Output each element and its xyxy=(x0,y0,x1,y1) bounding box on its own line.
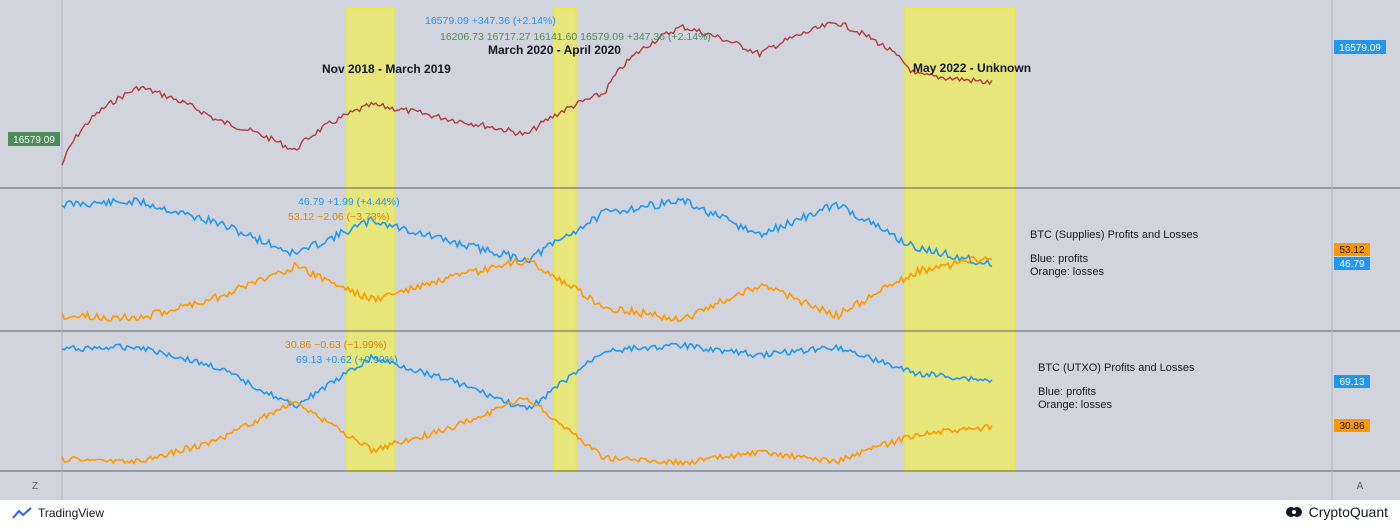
supplies-losses-series xyxy=(61,255,993,322)
cryptoquant-brand[interactable]: CryptoQuant xyxy=(1285,504,1388,520)
period-label-2: March 2020 - April 2020 xyxy=(488,43,621,57)
price-badge-right-text: 16579.09 xyxy=(1339,43,1381,54)
supplies-profits-readout: 46.79 +1.99 (+4.44%) xyxy=(298,196,400,208)
btc-price-series xyxy=(61,21,993,166)
period-label-1: Nov 2018 - March 2019 xyxy=(322,62,451,76)
footer: TradingView CryptoQuant xyxy=(0,500,1400,529)
supplies-losses-readout: 53.12 −2.06 (−3.73%) xyxy=(288,211,390,223)
utxo-losses-badge: 30.86 xyxy=(1334,419,1370,432)
price-badge-left: 16579.09 xyxy=(8,132,60,146)
supplies-annotation-title: BTC (Supplies) Profits and Losses xyxy=(1030,229,1199,241)
chart-background xyxy=(0,0,1400,500)
supplies-annotation-orange: Orange: losses xyxy=(1030,266,1104,278)
price-readout-line1: 16579.09 +347.36 (+2.14%) xyxy=(425,15,556,27)
supplies-profits-series xyxy=(61,197,993,268)
tradingview-label: TradingView xyxy=(38,506,105,520)
period-highlight-2 xyxy=(553,7,577,471)
auto-scale-toggle[interactable]: A xyxy=(1357,481,1364,492)
supplies-losses-badge-text: 53.12 xyxy=(1339,245,1364,256)
price-readout-line2: 16206.73 16717.27 16141.60 16579.09 +347… xyxy=(440,31,711,43)
cryptoquant-logo-icon xyxy=(1285,507,1302,517)
utxo-profits-badge-text: 69.13 xyxy=(1339,377,1364,388)
chart-area[interactable]: 16579.09 +347.36 (+2.14%) 16206.73 16717… xyxy=(0,0,1400,500)
supplies-profits-badge: 46.79 xyxy=(1334,257,1370,270)
supplies-profits-badge-text: 46.79 xyxy=(1339,259,1364,270)
tradingview-logo-icon xyxy=(12,507,32,519)
utxo-profits-badge: 69.13 xyxy=(1334,375,1370,388)
utxo-profits-series xyxy=(61,341,993,411)
period-label-3: May 2022 - Unknown xyxy=(913,61,1031,75)
utxo-annotation-title: BTC (UTXO) Profits and Losses xyxy=(1038,362,1195,374)
supplies-losses-badge: 53.12 xyxy=(1334,243,1370,256)
period-highlight-1 xyxy=(346,7,395,471)
cryptoquant-label: CryptoQuant xyxy=(1308,504,1388,520)
tradingview-brand[interactable]: TradingView xyxy=(12,506,104,520)
supplies-annotation-blue: Blue: profits xyxy=(1030,253,1089,265)
utxo-annotation-blue: Blue: profits xyxy=(1038,386,1097,398)
period-highlight-3 xyxy=(904,7,1016,471)
utxo-annotation-orange: Orange: losses xyxy=(1038,399,1112,411)
log-scale-toggle[interactable]: Z xyxy=(32,481,38,492)
utxo-losses-series xyxy=(61,396,993,466)
price-badge-left-text: 16579.09 xyxy=(13,135,55,146)
utxo-losses-readout: 30.86 −0.63 (−1.99%) xyxy=(285,339,387,351)
utxo-losses-badge-text: 30.86 xyxy=(1339,421,1364,432)
price-badge-right: 16579.09 xyxy=(1334,40,1386,54)
utxo-profits-readout: 69.13 +0.62 (+0.90%) xyxy=(296,354,398,366)
